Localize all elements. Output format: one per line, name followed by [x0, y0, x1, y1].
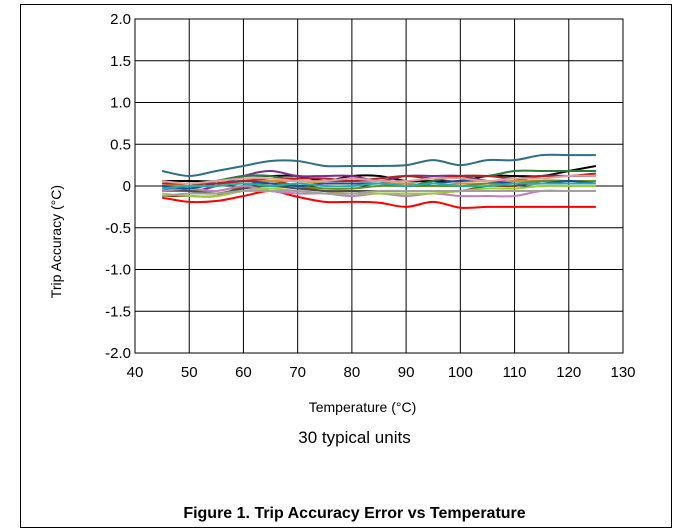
y-axis-label: Trip Accuracy (°C) [48, 185, 64, 299]
chart-series [161, 153, 597, 209]
y-tick-label: 0 [123, 178, 131, 195]
x-tick-label: 120 [556, 364, 581, 381]
x-axis-label: Temperature (°C) [308, 399, 417, 415]
series-line-16 [162, 174, 596, 185]
y-tick-label: 1.0 [110, 95, 131, 112]
y-tick-label: -1.5 [105, 303, 131, 320]
x-tick-label: 100 [448, 364, 473, 381]
x-tick-label: 70 [289, 364, 306, 381]
y-tick-label: 0.5 [110, 136, 131, 153]
chart-plot: 40 50 60 70 80 90 100 110 120 130 2.0 1.5 1.0 0.5 0 -0… [105, 11, 636, 381]
y-tick-labels: 2.0 1.5 1.0 0.5 0 -0.5 -1.0 -1.5 -2.0 [105, 11, 131, 362]
x-tick-label: 40 [127, 364, 144, 381]
y-tick-label: 2.0 [110, 11, 131, 28]
series-line-2 [161, 190, 596, 209]
series-line-15 [162, 189, 596, 198]
x-tick-label: 60 [235, 364, 252, 381]
x-tick-label: 110 [503, 364, 527, 381]
y-tick-label: 1.5 [110, 53, 131, 70]
x-tick-labels: 40 50 60 70 80 90 100 110 120 130 [127, 364, 636, 381]
y-tick-label: -2.0 [105, 345, 131, 362]
x-tick-label: 90 [398, 364, 415, 381]
series-line-1 [161, 153, 596, 177]
y-tick-label: -1.0 [105, 262, 131, 279]
figure-caption: Figure 1. Trip Accuracy Error vs Tempera… [183, 505, 526, 522]
x-tick-label: 130 [610, 364, 635, 381]
x-tick-label: 80 [344, 364, 361, 381]
series-line-14 [162, 182, 596, 190]
chart-note: 30 typical units [298, 428, 411, 447]
plot-border [134, 18, 624, 354]
x-tick-label: 50 [181, 364, 198, 381]
figure-frame [20, 4, 672, 528]
y-tick-label: -0.5 [105, 220, 131, 237]
